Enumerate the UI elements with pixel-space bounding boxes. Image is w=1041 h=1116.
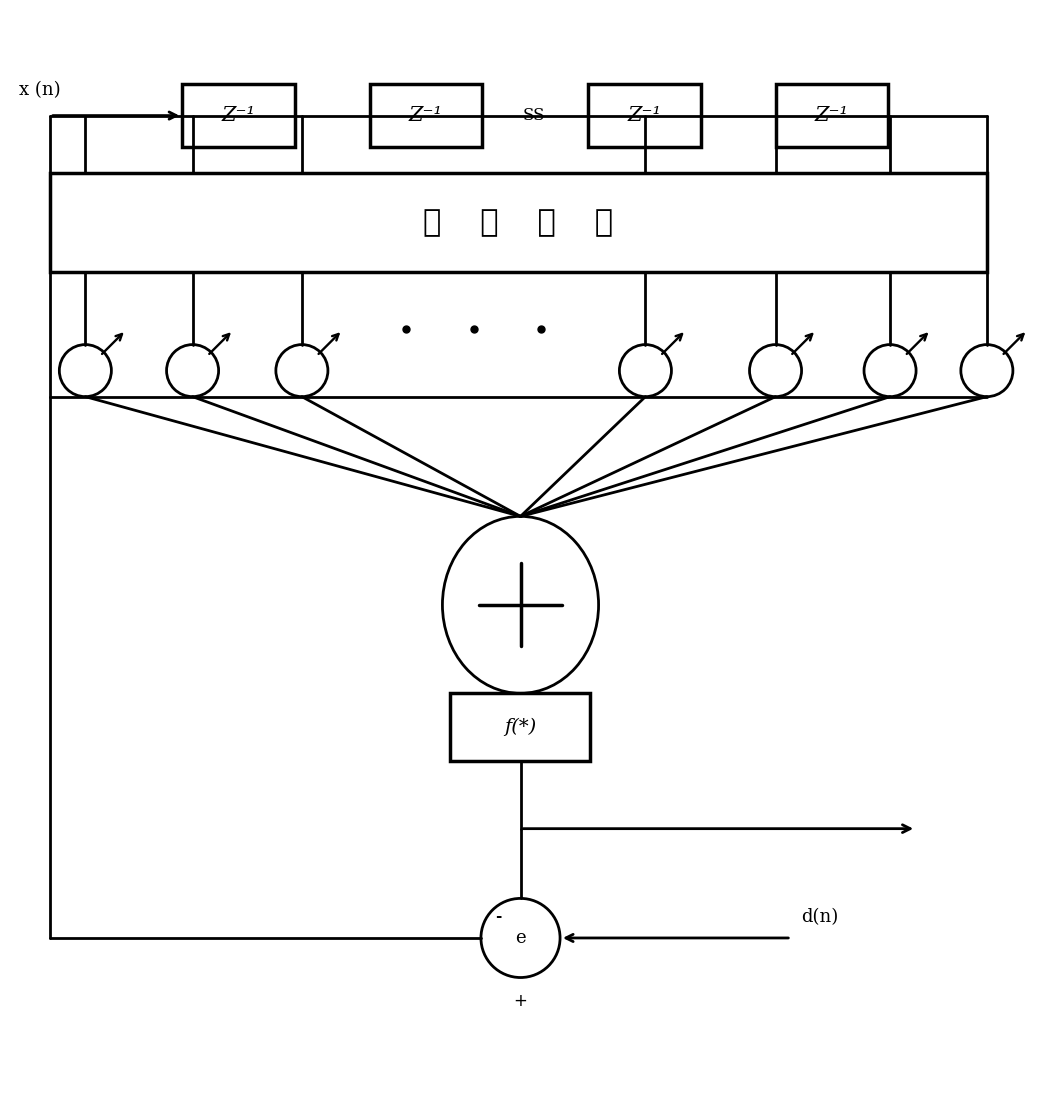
Text: Z⁻¹: Z⁻¹ [222,106,255,125]
Text: -: - [496,908,502,924]
Text: Z⁻¹: Z⁻¹ [815,106,848,125]
Text: 外    积    扩    展: 外 积 扩 展 [424,206,613,238]
Bar [450,693,590,761]
Text: Z⁻¹: Z⁻¹ [628,106,661,125]
Bar [50,173,987,271]
Text: e: e [515,929,526,947]
Bar [776,85,888,147]
Text: x (n): x (n) [19,80,60,98]
Text: f(*): f(*) [504,718,536,737]
Text: SS: SS [523,107,545,124]
Bar [370,85,482,147]
Text: Z⁻¹: Z⁻¹ [409,106,442,125]
Bar [588,85,701,147]
Bar [182,85,295,147]
Text: +: + [513,992,528,1010]
Text: d(n): d(n) [802,908,839,926]
